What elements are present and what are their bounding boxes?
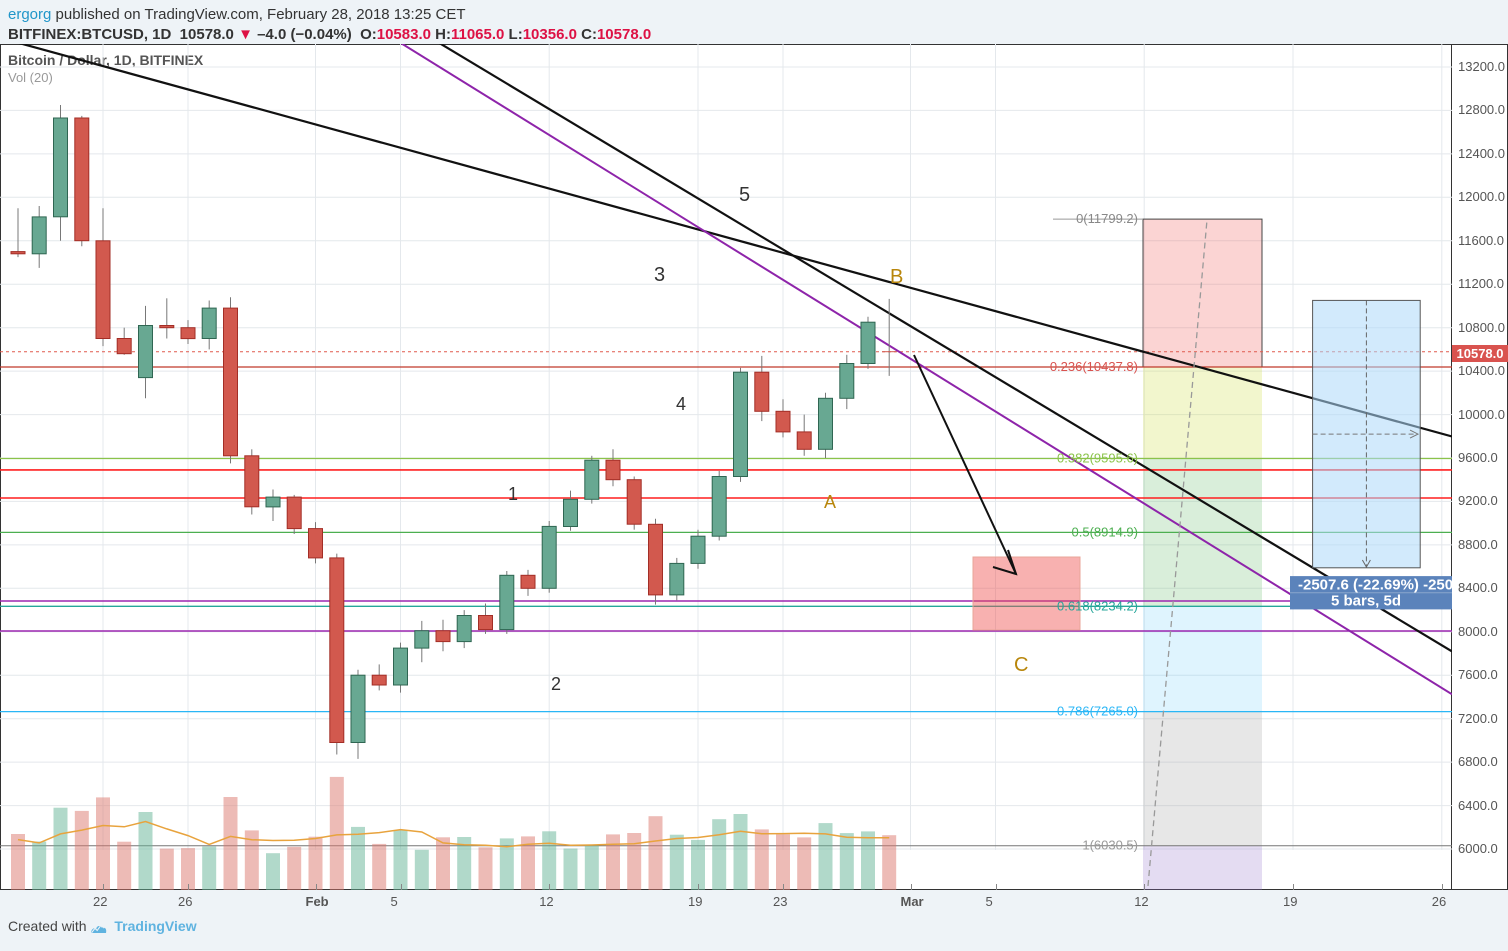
svg-text:0.5(8914.9): 0.5(8914.9) [1072,524,1139,539]
svg-text:-2507.6 (-22.69%) -25076: -2507.6 (-22.69%) -25076 [1298,577,1452,594]
svg-text:B: B [890,266,903,288]
svg-text:1: 1 [508,484,518,504]
svg-text:0.382(9595.6): 0.382(9595.6) [1057,451,1138,466]
svg-text:0.236(10437.8): 0.236(10437.8) [1050,359,1138,374]
svg-text:5 bars, 5d: 5 bars, 5d [1331,593,1401,610]
svg-text:3: 3 [654,264,665,286]
svg-text:0.786(7265.0): 0.786(7265.0) [1057,704,1138,719]
svg-text:5: 5 [739,184,750,206]
svg-text:1(6030.5): 1(6030.5) [1082,838,1138,853]
svg-text:0(11799.2): 0(11799.2) [1076,211,1138,226]
svg-text:4: 4 [676,394,686,414]
svg-text:0.618(8234.2): 0.618(8234.2) [1057,598,1138,613]
svg-text:C: C [1014,654,1028,676]
svg-text:2: 2 [551,674,561,694]
svg-text:A: A [824,492,836,512]
